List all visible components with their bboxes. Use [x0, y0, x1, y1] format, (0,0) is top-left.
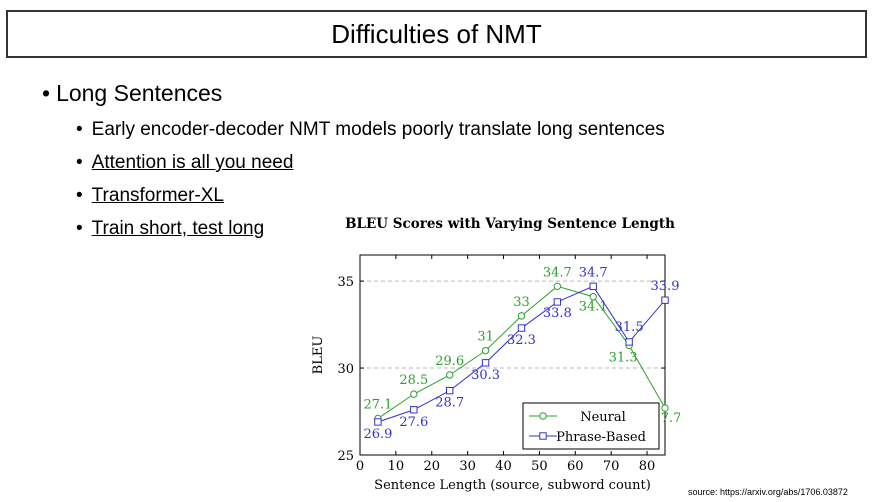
data-label: 28.7 [435, 396, 464, 411]
data-label: 32.3 [507, 333, 536, 348]
data-point-phrase-based [589, 282, 597, 291]
data-label: 33.8 [543, 306, 572, 321]
data-point-neural [446, 371, 454, 379]
data-label: 26.9 [363, 427, 392, 442]
attention-link[interactable]: Attention is all you need [91, 152, 294, 173]
data-point-phrase-based [625, 338, 633, 346]
source-citation: source: https://arxiv.org/abs/1706.03872 [688, 487, 848, 497]
x-tick-label: 30 [459, 459, 476, 474]
data-label: 28.5 [399, 373, 428, 388]
sub-bullet-transformer-xl: • Transformer-XL [76, 185, 224, 207]
data-label: 33 [513, 295, 530, 310]
data-label: 27.6 [399, 415, 428, 430]
x-tick-label: 10 [388, 459, 405, 474]
data-label: 31.5 [615, 320, 644, 335]
plot-frame [359, 254, 666, 456]
x-axis-label: Sentence Length (source, subword count) [374, 478, 651, 493]
x-tick-label: 40 [495, 459, 512, 474]
data-point-neural [481, 346, 490, 355]
data-label: 29.6 [435, 354, 464, 369]
data-label: 31 [477, 330, 494, 345]
sub-bullet-attention: • Attention is all you need [76, 152, 293, 174]
data-label: 30.3 [471, 368, 500, 383]
bullet-glyph: • [76, 185, 83, 206]
bullet-glyph: • [76, 152, 83, 173]
data-point-phrase-based [446, 386, 454, 395]
data-point-phrase-based [374, 418, 382, 426]
x-tick-label: 50 [531, 459, 548, 474]
data-point-neural [661, 404, 669, 412]
x-tick-label: 80 [639, 459, 656, 474]
data-point-neural [589, 293, 597, 301]
slide-title-box: Difficulties of NMT [6, 10, 867, 58]
bullet-glyph: • [42, 80, 51, 106]
data-point-neural [517, 312, 526, 320]
data-point-neural [553, 282, 562, 291]
data-point-phrase-based [553, 298, 562, 306]
data-label: 27.1 [363, 397, 392, 412]
data-label: 31.3 [609, 350, 638, 365]
legend-box [522, 402, 660, 450]
x-tick-label: 20 [423, 459, 440, 474]
legend-marker-neural [539, 412, 547, 420]
bullet-long-sentences: • Long Sentences [42, 80, 222, 107]
bullet-glyph: • [76, 218, 83, 239]
chart-title: BLEU Scores with Varying Sentence Length [345, 216, 675, 232]
data-point-phrase-based [517, 324, 526, 332]
y-axis-label: BLEU [311, 336, 326, 375]
data-point-phrase-based [661, 296, 669, 304]
x-tick-label: 0 [356, 459, 364, 474]
data-point-phrase-based [410, 406, 418, 414]
data-point-neural [410, 390, 418, 398]
legend-label: Neural [580, 410, 626, 425]
data-label: 34.1 [579, 300, 608, 315]
transformer-xl-link[interactable]: Transformer-XL [91, 185, 224, 206]
y-tick-label: 30 [337, 362, 354, 377]
data-label: 33.9 [651, 279, 680, 294]
bleu-chart: 0 10 20 30 40 50 60 70 80 25 30 35 Sentence Length (… [311, 254, 680, 493]
slide-title: Difficulties of NMT [331, 18, 542, 49]
legend-label: Phrase-Based [556, 430, 646, 445]
legend-marker-phrase-based [539, 432, 547, 440]
bullet-glyph: • [76, 119, 83, 140]
x-tick-label: 70 [603, 459, 620, 474]
sub-bullet-text: Early encoder-decoder NMT models poorly … [91, 119, 665, 140]
sub-bullet-train-short: • Train short, test long [76, 218, 264, 240]
y-tick-label: 25 [337, 449, 354, 464]
bullet-main-text: Long Sentences [56, 80, 223, 106]
data-label: 34.7 [579, 265, 608, 280]
data-label: 34.7 [543, 265, 572, 280]
sub-bullet-early-models: • Early encoder-decoder NMT models poorl… [76, 119, 665, 141]
data-point-phrase-based [481, 359, 490, 367]
y-tick-label: 35 [337, 275, 354, 290]
train-short-link[interactable]: Train short, test long [91, 218, 265, 239]
x-tick-label: 60 [567, 459, 584, 474]
